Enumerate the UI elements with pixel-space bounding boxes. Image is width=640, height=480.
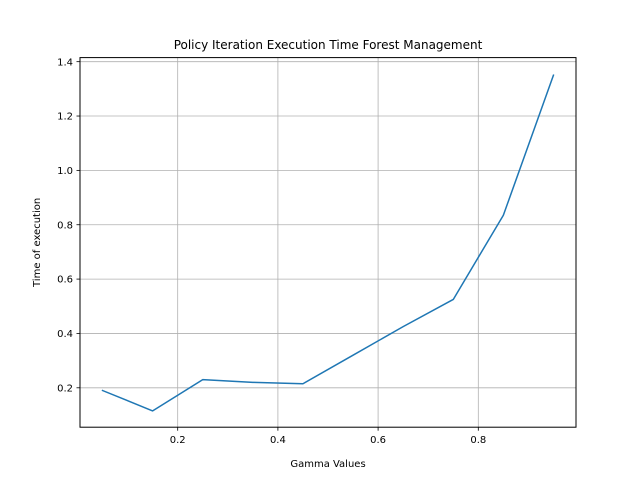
chart-title: Policy Iteration Execution Time Forest M… (174, 38, 483, 52)
y-axis-title: Time of execution (32, 198, 43, 288)
y-tick-label: 0.4 (57, 329, 73, 340)
y-tick-label: 0.8 (57, 220, 73, 231)
y-tick-label: 0.6 (57, 275, 73, 286)
y-tick-label: 0.2 (57, 383, 73, 394)
y-tick-label: 1.0 (57, 166, 73, 177)
series-layer (101, 74, 555, 412)
grid (80, 57, 576, 428)
x-axis-title: Gamma Values (290, 459, 365, 470)
y-tick-label: 1.2 (57, 112, 73, 123)
y-tick-label: 1.4 (57, 57, 73, 68)
x-axis: 0.2 0.4 0.6 0.8 (170, 427, 486, 446)
x-tick-label: 0.4 (270, 435, 286, 446)
x-tick-label: 0.2 (170, 435, 186, 446)
y-axis: 0.2 0.4 0.6 0.8 1.0 1.2 1.4 (57, 57, 80, 394)
series-line (101, 74, 555, 412)
x-tick-label: 0.6 (370, 435, 386, 446)
plot-frame (79, 57, 577, 428)
x-tick-label: 0.8 (470, 435, 486, 446)
